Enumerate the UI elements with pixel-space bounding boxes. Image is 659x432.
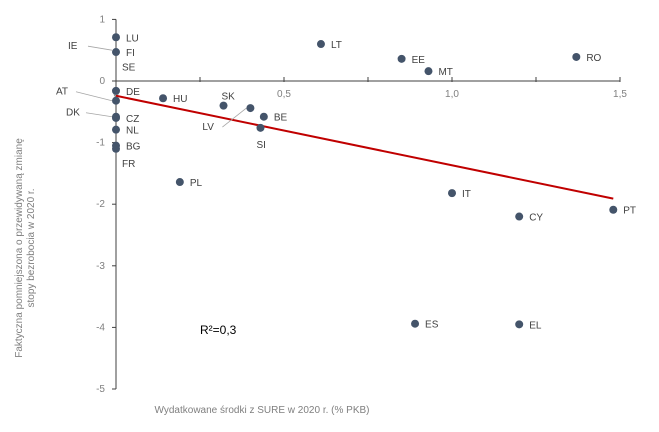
y-tick-label: -5 xyxy=(96,384,105,395)
y-axis-title-line2: stopy bezrobocia w 2020 r. xyxy=(26,189,37,308)
trendline-group xyxy=(115,94,614,200)
point-label-es: ES xyxy=(425,320,439,331)
y-tick-label: -3 xyxy=(96,261,105,272)
point-label-el: EL xyxy=(529,320,542,331)
data-point-fi xyxy=(112,48,120,57)
point-label-se: SE xyxy=(122,62,136,73)
point-label-bg: BG xyxy=(126,142,141,153)
point-label-fr: FR xyxy=(122,159,135,170)
x-tick-label: 0,5 xyxy=(277,89,291,100)
data-point-cz xyxy=(112,113,120,122)
point-label-pt: PT xyxy=(623,206,636,217)
point-label-si: SI xyxy=(256,140,265,151)
data-point-de xyxy=(112,86,120,95)
point-label-hu: HU xyxy=(173,94,187,105)
point-label-mt: MT xyxy=(438,67,452,78)
data-point-pt xyxy=(609,205,618,214)
data-point-ro xyxy=(572,52,581,61)
y-tick-label: -2 xyxy=(96,199,105,210)
data-point-ee xyxy=(397,54,406,63)
y-tick-label: -1 xyxy=(96,138,105,149)
leader-line xyxy=(87,45,113,51)
point-label-be: BE xyxy=(274,113,288,124)
point-label-lt: LT xyxy=(331,40,342,51)
data-point-lt xyxy=(316,40,325,49)
data-point-at xyxy=(112,96,120,105)
data-point-lv xyxy=(246,104,255,113)
data-point-hu xyxy=(159,94,168,103)
data-point-pl xyxy=(175,178,184,187)
point-label-fi: FI xyxy=(126,48,135,59)
point-label-lv: LV xyxy=(202,122,214,133)
point-label-ro: RO xyxy=(586,53,601,64)
leader-line xyxy=(85,112,113,118)
y-tick-label: -4 xyxy=(96,322,105,333)
point-label-de: DE xyxy=(126,87,140,98)
data-point-nl xyxy=(112,125,120,134)
x-axis-title: Wydatkowane środki z SURE w 2020 r. (% P… xyxy=(155,405,370,416)
y-axis-title-line1: Faktyczna pomniejszona o przewidywaną zm… xyxy=(14,138,25,358)
data-point-it xyxy=(448,189,456,198)
point-label-lu: LU xyxy=(126,33,139,44)
data-point-lu xyxy=(112,33,120,42)
point-label-cy: CY xyxy=(529,213,543,224)
point-label-sk: SK xyxy=(222,92,236,103)
data-point-be xyxy=(259,112,268,121)
leader-line xyxy=(222,107,247,128)
y-tick-label: 0 xyxy=(99,76,105,87)
point-label-ee: EE xyxy=(412,55,426,66)
x-tick-label: 1,0 xyxy=(445,89,459,100)
leader-lines xyxy=(75,45,247,128)
y-tick-label: 1 xyxy=(99,14,105,25)
data-point-mt xyxy=(424,67,433,76)
axes: 00,51,01,510-1-2-3-4-5 xyxy=(96,14,627,395)
data-point-si xyxy=(256,123,265,132)
data-point-el xyxy=(515,320,524,329)
point-label-pl: PL xyxy=(190,178,203,189)
point-label-cz: CZ xyxy=(126,114,139,125)
data-point-es xyxy=(411,319,420,328)
data-point-cy xyxy=(515,212,524,221)
x-tick-label: 1,5 xyxy=(613,89,627,100)
r-squared-annotation: R²=0,3 xyxy=(200,323,237,337)
point-label-it: IT xyxy=(462,189,471,200)
leader-line xyxy=(75,91,113,102)
point-label-ie: IE xyxy=(68,41,78,52)
data-point-fr xyxy=(112,144,120,153)
point-label-dk: DK xyxy=(66,108,80,119)
trendline xyxy=(115,94,614,200)
point-label-nl: NL xyxy=(126,126,139,137)
point-label-at: AT xyxy=(56,87,68,98)
data-point-sk xyxy=(219,101,228,110)
